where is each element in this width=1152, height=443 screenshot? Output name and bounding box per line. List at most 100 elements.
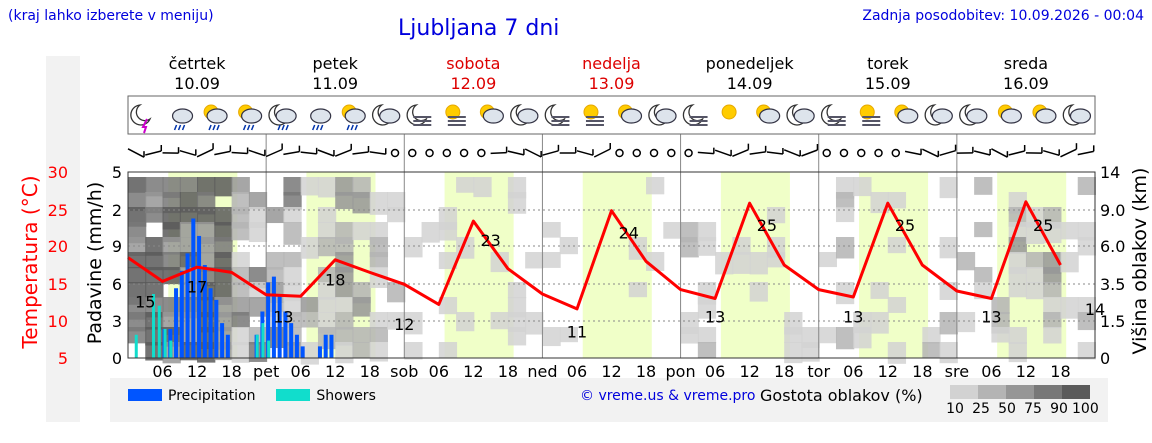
- cloud-cell: [145, 252, 164, 271]
- cloud-height-tick: 0: [1100, 349, 1110, 368]
- cloud-icon: [344, 108, 366, 124]
- cloud-cell: [317, 177, 337, 198]
- day-name: sobota: [446, 54, 500, 73]
- precipitation-bar: [220, 323, 225, 358]
- precipitation-bar: [329, 334, 334, 358]
- cloud-height-axis-label: Višina oblakov (km): [1129, 167, 1151, 355]
- cloud-icon: [241, 108, 263, 124]
- cloud-cell: [214, 207, 233, 226]
- location-hint[interactable]: (kraj lahko izberete v meniju): [8, 8, 214, 24]
- hour-tick: 12: [187, 362, 207, 381]
- wind-barb-icon: [248, 149, 266, 157]
- showers-swatch: [276, 389, 311, 401]
- cloud-cell: [128, 267, 147, 284]
- cloud-icon: [931, 108, 953, 124]
- last-updated: Zadnja posodobitev: 10.09.2026 - 00:04: [862, 8, 1144, 24]
- cloud-cell: [1008, 267, 1027, 283]
- wind-barb-icon: [697, 151, 714, 155]
- cloud-cell: [128, 192, 147, 212]
- cloud-cell: [300, 342, 319, 365]
- cloud-cell: [853, 177, 872, 197]
- cloud-cell: [818, 327, 837, 344]
- cloud-cell: [317, 237, 337, 257]
- day-date: 11.09: [312, 74, 358, 93]
- cloud-cell: [404, 237, 423, 258]
- cloud-cell: [939, 342, 958, 364]
- temperature-tick: 15: [48, 275, 68, 294]
- cloud-cell: [438, 222, 458, 241]
- copyright-link[interactable]: © vreme.us & vreme.pro: [580, 388, 756, 404]
- cloud-cell: [317, 267, 337, 283]
- cloud-cell: [266, 252, 285, 270]
- cloud-cell: [248, 297, 268, 317]
- hour-tick: 18: [360, 362, 380, 381]
- cloud-cell: [369, 252, 389, 268]
- wind-barb-icon: [507, 150, 525, 156]
- cloud-cell: [352, 192, 371, 214]
- day-name: petek: [313, 54, 359, 73]
- wind-barb-icon: [1042, 149, 1060, 157]
- cloud-cell: [197, 177, 216, 196]
- cloud-cell: [853, 327, 872, 349]
- cloud-cell: [1025, 282, 1045, 300]
- rain-icon: [212, 124, 216, 131]
- cloud-cell: [835, 282, 855, 305]
- wind-barb-icon: [214, 150, 231, 156]
- cloud-icon: [517, 108, 539, 124]
- cloud-icon: [655, 108, 677, 124]
- cloud-cell: [784, 327, 803, 343]
- precipitation-bar: [185, 253, 190, 358]
- cloud-cell: [404, 312, 423, 335]
- cloud-icon: [171, 108, 194, 124]
- wind-barb-icon: [334, 149, 352, 157]
- cloud-cell: [317, 297, 337, 313]
- cloud-cell: [128, 312, 147, 332]
- cloud-cell: [680, 327, 699, 344]
- calm-wind-icon: [425, 148, 434, 158]
- cloud-cell: [231, 222, 250, 241]
- cloud-cell: [801, 342, 820, 362]
- temperature-tick: 30: [48, 163, 68, 182]
- page-title: Ljubljana 7 dni: [398, 16, 560, 41]
- rain-icon: [346, 124, 350, 131]
- precip-tick: 6: [112, 275, 122, 294]
- cloud-cover-level: 75: [1024, 401, 1042, 417]
- shower-bar: [163, 328, 167, 358]
- cloud-cell: [749, 282, 768, 302]
- cloud-cell: [145, 177, 164, 197]
- cloud-cell: [835, 192, 855, 209]
- precipitation-bar: [208, 288, 213, 358]
- cloud-cell: [887, 192, 907, 209]
- cloud-cell: [525, 312, 544, 335]
- hour-tick: 18: [1050, 362, 1070, 381]
- cloud-cell: [818, 252, 837, 268]
- wind-barb-icon: [524, 148, 542, 158]
- cloud-cell: [1008, 342, 1027, 363]
- precipitation-bar: [317, 346, 322, 358]
- temperature-value-label: 13: [981, 307, 1001, 326]
- day-name: nedelja: [582, 54, 641, 73]
- cloud-icon: [379, 108, 401, 124]
- day-short-tick: ned: [527, 362, 557, 381]
- temperature-value-label: 12: [394, 315, 414, 334]
- cloud-cell: [1043, 222, 1062, 244]
- cloud-cell: [1077, 177, 1096, 195]
- precipitation-bar: [271, 276, 276, 358]
- cloud-cell: [542, 252, 561, 268]
- shower-bar: [134, 334, 138, 358]
- cloud-cell: [956, 252, 976, 271]
- temperature-value-label: 23: [480, 231, 500, 250]
- wind-barb-icon: [801, 149, 818, 157]
- cloud-cell: [387, 207, 406, 223]
- cloud-cell: [197, 207, 216, 225]
- calm-wind-icon: [615, 148, 624, 158]
- precip-tick: 2: [112, 201, 122, 220]
- cloud-cell: [438, 252, 458, 270]
- temperature-value-label: 17: [187, 278, 207, 297]
- cloud-height-tick: 1.5: [1100, 312, 1125, 331]
- precipitation-bar: [179, 270, 184, 358]
- cloud-cell: [870, 282, 889, 299]
- cloud-cell: [697, 237, 717, 256]
- wind-barb-icon: [490, 151, 507, 155]
